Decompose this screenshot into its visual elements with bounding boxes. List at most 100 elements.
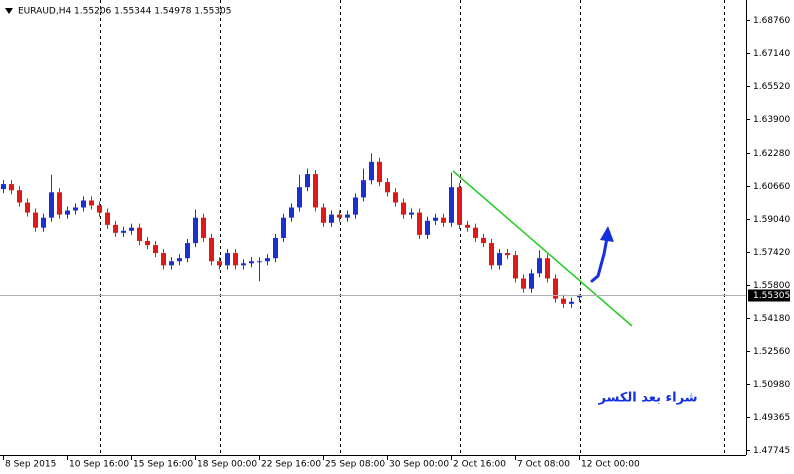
x-tick-label: 25 Sep 08:00	[325, 460, 385, 470]
candle-body	[177, 258, 182, 262]
candle-body	[537, 258, 542, 274]
candle-body	[313, 174, 318, 208]
candle-body	[81, 200, 86, 208]
current-price-box	[748, 289, 790, 302]
candle-body	[25, 202, 30, 213]
y-tick-label: 1.59040	[753, 215, 790, 225]
candle-body	[545, 258, 550, 279]
candle-body	[9, 184, 14, 191]
y-tick-label: 1.55800	[753, 281, 790, 291]
candle-body	[513, 255, 518, 279]
candle-body	[65, 210, 70, 215]
y-tick-label: 1.49365	[753, 413, 790, 423]
candle-body	[153, 245, 158, 254]
candle-body	[273, 237, 278, 259]
candle-body	[345, 214, 350, 218]
candle-body	[105, 212, 110, 225]
candle-body	[257, 261, 262, 263]
y-tick-label: 1.52560	[753, 347, 790, 357]
x-tick-label: 12 Oct 00:00	[581, 460, 640, 470]
candle-body	[97, 205, 102, 213]
candle-body	[321, 207, 326, 223]
chart-title: EURAUD,H4 1.55206 1.55344 1.54978 1.5530…	[18, 7, 232, 17]
candle-body	[265, 258, 270, 262]
candle-body	[521, 278, 526, 289]
candle-body	[1, 184, 6, 190]
x-tick-label: 10 Sep 16:00	[69, 460, 129, 470]
candle-body	[425, 220, 430, 235]
candle-body	[393, 192, 398, 203]
x-tick-label: 7 Oct 08:00	[517, 460, 570, 470]
candle-body	[497, 253, 502, 266]
candle-body	[297, 187, 302, 208]
y-tick-label: 1.60660	[753, 182, 790, 192]
candle-body	[233, 253, 238, 266]
candle-body	[209, 237, 214, 262]
candle-body	[49, 192, 54, 218]
plot-area	[1, 153, 582, 308]
candle-body	[57, 192, 62, 215]
x-tick-label: 15 Sep 16:00	[133, 460, 193, 470]
x-tick-label: 30 Sep 00:00	[389, 460, 449, 470]
candle-body	[369, 161, 374, 181]
candle-body	[553, 278, 558, 299]
candle-body	[249, 261, 254, 264]
y-tick-label: 1.54180	[753, 314, 790, 324]
y-tick-label: 1.63900	[753, 115, 790, 125]
candle-body	[137, 227, 142, 242]
candle-body	[481, 237, 486, 244]
y-tick-label: 1.68760	[753, 16, 790, 26]
candle-body	[225, 253, 230, 266]
candle-body	[465, 224, 470, 228]
candle-body	[505, 253, 510, 256]
current-price-label: 1.55305	[753, 291, 790, 301]
y-tick-label: 1.65520	[753, 82, 790, 92]
candle-body	[161, 253, 166, 266]
candle-body	[361, 180, 366, 198]
candle-body	[353, 197, 358, 215]
y-tick-label: 1.57420	[753, 248, 790, 258]
candle-body	[449, 187, 454, 223]
arrow	[590, 236, 609, 283]
arrow-head	[600, 226, 614, 242]
candle-body	[33, 212, 38, 228]
candle-body	[561, 298, 566, 304]
candle-body	[241, 263, 246, 266]
candle-body	[121, 230, 126, 233]
candle-body	[193, 217, 198, 244]
annotation: شراء بعد الكسر	[598, 391, 698, 406]
y-tick-label: 1.62280	[753, 149, 790, 159]
candle-body	[457, 187, 462, 225]
candle-body	[409, 212, 414, 215]
x-tick-label: 18 Sep 00:00	[197, 460, 257, 470]
y-tick-label: 1.50980	[753, 380, 790, 390]
x-tick-label: 8 Sep 2015	[5, 460, 56, 470]
candle-body	[169, 261, 174, 266]
candle-body	[337, 214, 342, 218]
candle-body	[441, 217, 446, 223]
candle-body	[401, 202, 406, 215]
y-tick-label: 1.47745	[753, 446, 790, 456]
candle-body	[41, 217, 46, 228]
candle-body	[289, 207, 294, 218]
candle-body	[89, 200, 94, 206]
candle-body	[281, 217, 286, 238]
candle-body	[417, 212, 422, 235]
candle-body	[489, 243, 494, 266]
candle-body	[569, 301, 574, 304]
candle-body	[577, 295, 582, 298]
candle-body	[305, 174, 310, 188]
candle-body	[73, 207, 78, 211]
candle-body	[17, 190, 22, 203]
title-icon	[5, 8, 13, 14]
candle-body	[145, 241, 150, 246]
candle-body	[201, 217, 206, 238]
candle-body	[385, 182, 390, 193]
x-tick-label: 22 Sep 16:00	[261, 460, 321, 470]
candle-body	[433, 217, 438, 221]
y-tick-label: 1.67140	[753, 49, 790, 59]
period-separators	[100, 0, 725, 455]
candle-body	[529, 273, 534, 289]
